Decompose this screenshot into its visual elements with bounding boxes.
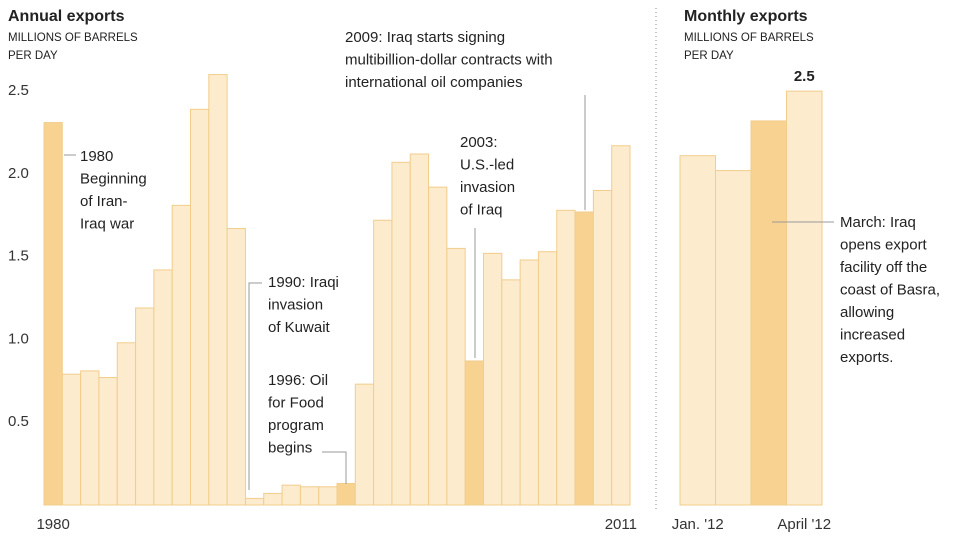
x-tick-label: April '12 bbox=[777, 516, 831, 533]
annotation: begins bbox=[268, 439, 312, 456]
bar bbox=[263, 492, 283, 506]
annotation: 2009: Iraq starts signing bbox=[345, 29, 505, 46]
x-tick-label: 2011 bbox=[605, 516, 637, 533]
bar bbox=[336, 482, 356, 506]
leader-line bbox=[322, 451, 347, 484]
subtitle: PER DAY bbox=[8, 50, 58, 62]
annotation: 1990: Iraqi bbox=[268, 274, 339, 291]
y-tick-label: 2.0 bbox=[8, 165, 29, 182]
bar bbox=[428, 186, 448, 506]
annotation: international oil companies bbox=[345, 74, 523, 91]
bar bbox=[354, 383, 375, 506]
annotation: 1996: Oil bbox=[268, 372, 328, 389]
bar bbox=[611, 145, 631, 506]
annotation: program bbox=[268, 417, 324, 434]
annotation: 1980 bbox=[80, 148, 113, 165]
bar bbox=[464, 360, 484, 506]
bar bbox=[318, 486, 338, 506]
annotation: Beginning bbox=[80, 170, 147, 187]
bar bbox=[373, 219, 393, 506]
bar bbox=[244, 497, 265, 506]
x-tick-label: Jan. '12 bbox=[672, 516, 724, 533]
value-label: 2.5 bbox=[794, 68, 815, 85]
annotation: of Kuwait bbox=[268, 319, 331, 336]
bar bbox=[281, 484, 301, 506]
bar bbox=[446, 247, 466, 506]
y-tick-label: 1.0 bbox=[8, 330, 29, 347]
bar bbox=[135, 307, 155, 506]
annotation: increased bbox=[840, 326, 905, 343]
annotation: of Iraq bbox=[460, 201, 503, 218]
y-tick-label: 1.5 bbox=[8, 248, 29, 265]
bar bbox=[226, 228, 246, 506]
bar bbox=[409, 153, 430, 506]
bar bbox=[171, 204, 191, 506]
leader-line bbox=[248, 282, 262, 490]
annotation: allowing bbox=[840, 304, 894, 321]
bar bbox=[592, 189, 613, 506]
bar bbox=[786, 90, 823, 506]
bar bbox=[299, 486, 320, 506]
bar bbox=[537, 251, 558, 506]
bar bbox=[679, 155, 716, 506]
y-tick-label: 2.5 bbox=[8, 82, 29, 99]
chart-title: Monthly exports bbox=[684, 8, 808, 25]
annotation: invasion bbox=[268, 296, 323, 313]
bar bbox=[574, 211, 594, 506]
subtitle: MILLIONS OF BARRELS bbox=[684, 32, 814, 44]
annotation: multibillion-dollar contracts with bbox=[345, 51, 553, 68]
annotation: for Food bbox=[268, 394, 324, 411]
bar bbox=[391, 161, 411, 506]
annotation: exports. bbox=[840, 349, 893, 366]
bar bbox=[519, 259, 539, 506]
bar bbox=[483, 252, 503, 506]
bar bbox=[190, 108, 210, 506]
bar bbox=[153, 269, 173, 506]
bar bbox=[98, 377, 118, 506]
bar bbox=[80, 370, 100, 506]
annotation: invasion bbox=[460, 179, 515, 196]
y-tick-label: 0.5 bbox=[8, 413, 29, 430]
bar bbox=[715, 170, 752, 506]
annotation: U.S.-led bbox=[460, 156, 514, 173]
bar bbox=[556, 209, 576, 506]
subtitle: MILLIONS OF BARRELS bbox=[8, 32, 138, 44]
annotation: opens export bbox=[840, 236, 928, 253]
annotation: Iraq war bbox=[80, 215, 134, 232]
bar bbox=[116, 342, 137, 506]
x-tick-label: 1980 bbox=[36, 516, 69, 533]
annotation: March: Iraq bbox=[840, 214, 916, 231]
bar bbox=[208, 74, 228, 506]
bar bbox=[61, 373, 82, 506]
bar bbox=[750, 120, 787, 506]
annotation: coast of Basra, bbox=[840, 281, 940, 298]
subtitle: PER DAY bbox=[684, 50, 734, 62]
chart-title: Annual exports bbox=[8, 8, 125, 25]
bar bbox=[43, 122, 63, 506]
bar bbox=[501, 279, 521, 506]
annotation: facility off the bbox=[840, 259, 927, 276]
annotation: of Iran- bbox=[80, 193, 128, 210]
annotation: 2003: bbox=[460, 134, 498, 151]
